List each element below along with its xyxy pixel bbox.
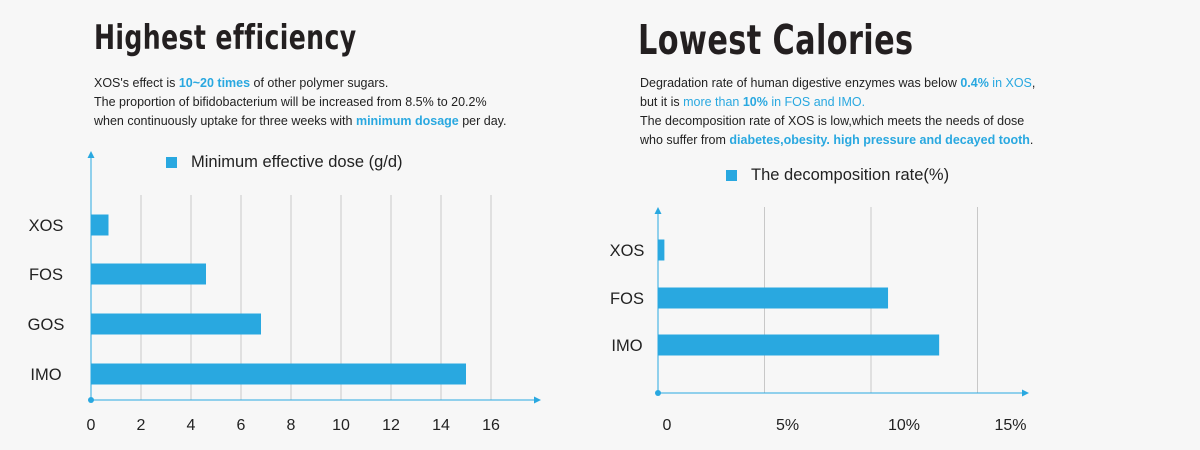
right-desc-line-4: who suffer from diabetes,obesity. high p… <box>640 131 1035 150</box>
left-desc-line-3-c: per day. <box>458 114 507 128</box>
right-desc-line-2-a: but it is <box>640 95 684 109</box>
right-bar-chart: XOS FOS IMO 0 5% 10% 15% <box>610 207 1029 434</box>
y-axis-arrow-icon <box>654 207 662 214</box>
right-panel: Lowest Calories Degradation rate of huma… <box>600 0 1200 450</box>
right-desc-line-3: The decomposition rate of XOS is low,whi… <box>640 114 1025 128</box>
right-desc-line-1-d: , <box>1031 76 1036 90</box>
bar-fos <box>91 263 206 285</box>
right-desc-line-2: but it is more than 10% in FOS and IMO. <box>640 93 1035 112</box>
right-legend-label: The decomposition rate(%) <box>751 166 950 184</box>
legend-swatch <box>726 170 737 181</box>
right-desc-line-2-d: in FOS and IMO. <box>767 95 866 109</box>
y-axis-arrow-icon <box>87 151 95 158</box>
bar-imo <box>91 363 466 385</box>
left-desc-highlight-dosage: minimum dosage <box>355 114 459 128</box>
right-desc-line-1-a: Degradation rate of human digestive enzy… <box>640 76 961 90</box>
right-desc-line-1: Degradation rate of human digestive enzy… <box>640 74 1035 93</box>
left-desc-line-1-c: of other polymer sugars. <box>250 76 389 90</box>
left-title: Highest efficiency <box>94 18 357 58</box>
right-description: Degradation rate of human digestive enzy… <box>640 74 1035 150</box>
category-label-fos: FOS <box>610 290 644 308</box>
x-tick-label: 0 <box>663 417 672 434</box>
x-tick-label: 14 <box>432 417 450 434</box>
x-tick-label: 6 <box>237 417 246 434</box>
x-tick-label: 10 <box>332 417 350 434</box>
right-desc-line-1-c: in XOS <box>988 76 1032 90</box>
right-desc-highlight-10: 10% <box>742 95 768 109</box>
right-desc-line-2-b: more than <box>683 95 743 109</box>
x-tick-label: 5% <box>776 417 799 434</box>
left-desc-line-3-a: when continuously uptake for three weeks… <box>94 114 356 128</box>
right-desc-highlight-rate: 0.4% <box>960 76 989 90</box>
left-bar-chart: XOS FOS GOS IMO 0 2 4 6 8 10 12 14 16 <box>28 151 541 434</box>
right-desc-line-4-c: . <box>1029 133 1034 147</box>
category-label-imo: IMO <box>30 366 61 384</box>
x-tick-label: 0 <box>87 417 96 434</box>
category-label-xos: XOS <box>610 242 645 260</box>
category-label-gos: GOS <box>28 316 65 334</box>
axis-origin-dot <box>655 390 661 396</box>
bar-gos <box>91 313 261 335</box>
left-desc-line-3: when continuously uptake for three weeks… <box>94 112 506 131</box>
x-axis-arrow-icon <box>534 396 541 404</box>
bar-fos <box>658 287 889 309</box>
bar-imo <box>658 334 940 356</box>
x-tick-label: 2 <box>137 417 146 434</box>
left-legend-label: Minimum effective dose (g/d) <box>191 153 403 171</box>
left-desc-line-1: XOS's effect is 10~20 times of other pol… <box>94 74 506 93</box>
right-chart-legend: The decomposition rate(%) <box>726 166 949 185</box>
left-panel: Highest efficiency XOS's effect is 10~20… <box>28 18 541 434</box>
left-description: XOS's effect is 10~20 times of other pol… <box>94 74 506 131</box>
bar-xos <box>91 214 109 236</box>
left-desc-line-2: The proportion of bifidobacterium will b… <box>94 95 487 109</box>
category-label-xos: XOS <box>29 217 64 235</box>
x-tick-label: 8 <box>287 417 296 434</box>
category-label-fos: FOS <box>29 266 63 284</box>
axis-origin-dot <box>88 397 94 403</box>
legend-swatch <box>166 157 177 168</box>
x-tick-label: 4 <box>187 417 196 434</box>
bar-xos <box>658 239 665 261</box>
x-axis-arrow-icon <box>1022 389 1029 397</box>
left-desc-highlight-times: 10~20 times <box>178 76 251 90</box>
left-desc-line-1-a: XOS's effect is <box>94 76 179 90</box>
category-label-imo: IMO <box>611 337 642 355</box>
x-tick-label: 16 <box>482 417 500 434</box>
left-chart-legend: Minimum effective dose (g/d) <box>166 153 403 172</box>
right-title: Lowest Calories <box>638 16 914 64</box>
right-desc-highlight-diseases: diabetes,obesity. high pressure and deca… <box>729 133 1030 147</box>
x-tick-label: 12 <box>382 417 400 434</box>
right-desc-line-4-a: who suffer from <box>640 133 730 147</box>
x-tick-label: 15% <box>994 417 1026 434</box>
x-tick-label: 10% <box>888 417 920 434</box>
